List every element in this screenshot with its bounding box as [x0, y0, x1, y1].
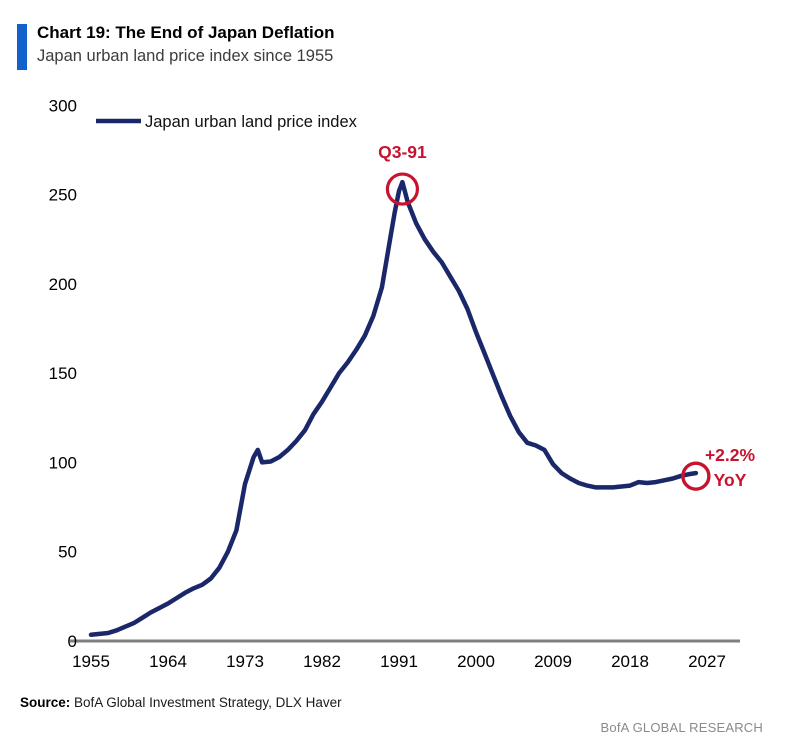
y-tick-label: 150	[49, 364, 77, 383]
brand-mark: BofA GLOBAL RESEARCH	[600, 720, 763, 735]
legend-label: Japan urban land price index	[145, 113, 358, 131]
latest-annotation-value: +2.2%	[705, 445, 756, 465]
y-tick-label: 100	[49, 453, 77, 472]
source-text: BofA Global Investment Strategy, DLX Hav…	[70, 695, 342, 710]
title-accent-bar	[17, 24, 27, 70]
latest-highlight-circle	[681, 461, 711, 491]
peak-highlight-circle	[385, 172, 420, 206]
y-tick-label: 50	[58, 543, 77, 562]
x-tick-label: 2027	[688, 652, 726, 671]
x-tick-label: 2000	[457, 652, 495, 671]
x-tick-label: 2009	[534, 652, 572, 671]
latest-annotation-unit: YoY	[714, 470, 747, 490]
source-note: Source: BofA Global Investment Strategy,…	[20, 695, 342, 710]
x-tick-label: 2018	[611, 652, 649, 671]
x-tick-label: 1973	[226, 652, 264, 671]
y-tick-label: 0	[68, 632, 77, 651]
peak-annotation-label: Q3-91	[378, 142, 427, 162]
y-tick-label: 200	[49, 275, 77, 294]
y-tick-label: 300	[49, 96, 77, 115]
chart-title: Chart 19: The End of Japan Deflation	[37, 23, 335, 42]
y-tick-label: 250	[49, 186, 77, 205]
x-tick-label: 1991	[380, 652, 418, 671]
price-index-line	[88, 179, 699, 638]
source-label: Source:	[20, 695, 71, 710]
chart-subtitle: Japan urban land price index since 1955	[37, 47, 334, 65]
x-tick-label: 1955	[72, 652, 110, 671]
x-tick-label: 1964	[149, 652, 187, 671]
x-tick-label: 1982	[303, 652, 341, 671]
